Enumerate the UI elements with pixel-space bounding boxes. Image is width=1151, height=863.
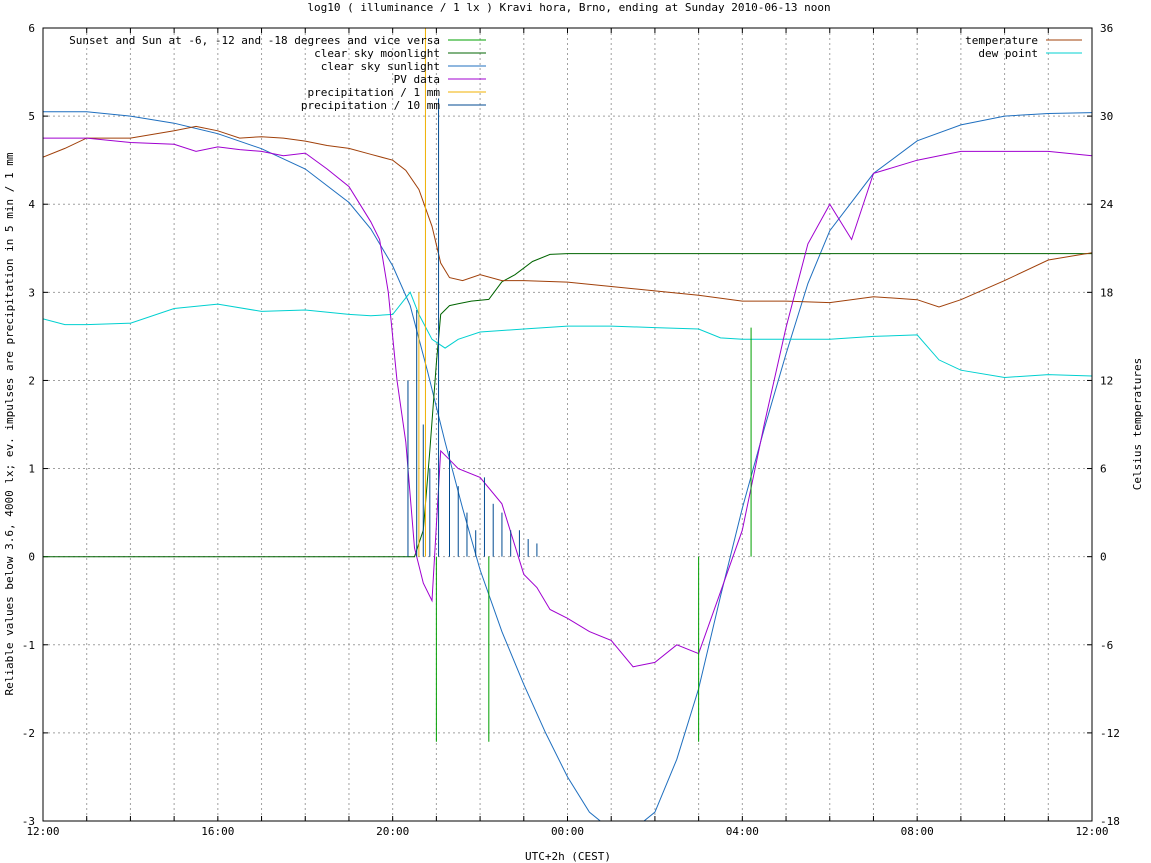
- legend-entry-label: Sunset and Sun at -6, -12 and -18 degree…: [69, 34, 440, 47]
- legend-entry-label: precipitation / 1 mm: [308, 86, 441, 99]
- series-clear-sky-moonlight-line: [43, 253, 1092, 558]
- y-axis-label: Reliable values below 3.6, 4000 lx; ev. …: [3, 152, 16, 695]
- series-layer: [43, 28, 1092, 821]
- legend-entry-label: PV data: [394, 73, 440, 86]
- y2-tick-label: -12: [1100, 727, 1120, 740]
- y2-tick-label: -6: [1100, 639, 1113, 652]
- x-tick-label: 12:00: [1075, 825, 1108, 838]
- y2-tick-label: 12: [1100, 374, 1113, 387]
- y2-tick-label: 6: [1100, 463, 1107, 476]
- axis-ticks: 12:00 16:00 20:00 00:00 04:00 08:00 12:00-3-2-…: [22, 22, 1120, 838]
- y-tick-label: 5: [28, 110, 35, 123]
- grid: [43, 28, 1092, 821]
- series-pv-data-line: [43, 137, 1092, 668]
- x-axis-label: UTC+2h (CEST): [525, 850, 611, 863]
- y2-tick-label: 36: [1100, 22, 1113, 35]
- y-tick-label: -3: [22, 815, 35, 828]
- series-clear-sky-sunlight-line: [43, 111, 1092, 821]
- legend-entry-label: precipitation / 10 mm: [301, 99, 440, 112]
- y2-tick-label: 30: [1100, 110, 1113, 123]
- x-tick-label: 16:00: [201, 825, 234, 838]
- y-tick-label: 4: [28, 198, 35, 211]
- y2-tick-label: -18: [1100, 815, 1120, 828]
- y-tick-label: -2: [22, 727, 35, 740]
- x-tick-label: 08:00: [901, 825, 934, 838]
- x-tick-label: 12:00: [26, 825, 59, 838]
- chart-title: log10 ( illuminance / 1 lx ) Kravi hora,…: [307, 1, 830, 14]
- legend-left: Sunset and Sun at -6, -12 and -18 degree…: [69, 34, 486, 112]
- series-dew-point-line: [43, 291, 1092, 379]
- y2-axis-label: Celsius temperatures: [1131, 358, 1144, 490]
- y2-tick-label: 24: [1100, 198, 1114, 211]
- y2-tick-label: 0: [1100, 551, 1107, 564]
- y-tick-label: 1: [28, 463, 35, 476]
- plot-frame: [42, 27, 1093, 822]
- x-tick-label: 00:00: [551, 825, 584, 838]
- y2-tick-label: 18: [1100, 286, 1113, 299]
- legend-entry-label: dew point: [978, 47, 1038, 60]
- legend-entry-label: clear sky moonlight: [314, 47, 440, 60]
- series-temperature-line: [43, 125, 1092, 308]
- y-tick-label: 6: [28, 22, 35, 35]
- x-tick-label: 04:00: [726, 825, 759, 838]
- y-tick-label: 2: [28, 374, 35, 387]
- y-tick-label: 0: [28, 551, 35, 564]
- y-tick-label: 3: [28, 286, 35, 299]
- legend-entry-label: clear sky sunlight: [321, 60, 440, 73]
- legend-entry-label: temperature: [965, 34, 1038, 47]
- x-tick-label: 20:00: [376, 825, 409, 838]
- y-tick-label: -1: [22, 639, 35, 652]
